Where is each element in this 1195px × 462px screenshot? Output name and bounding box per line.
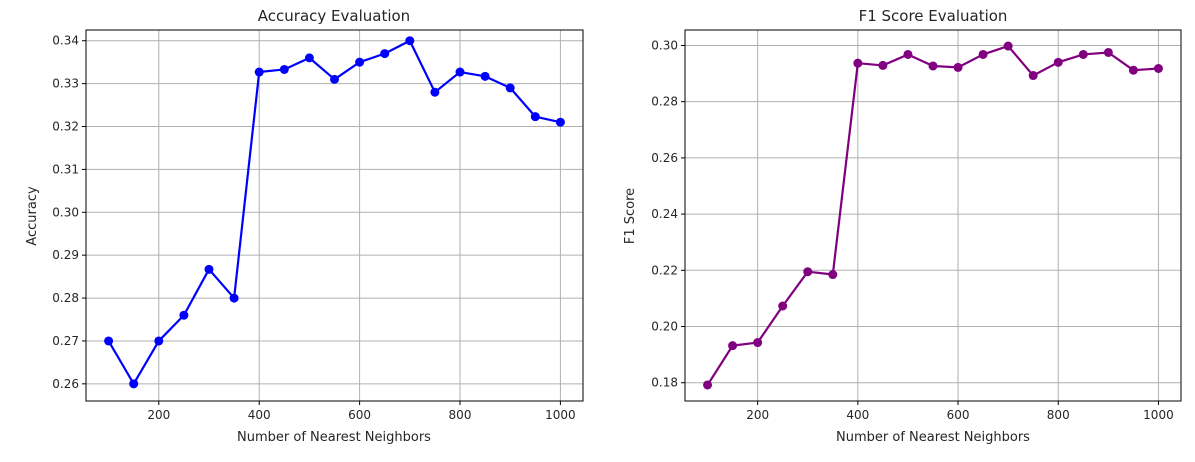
- accuracy-data-point: [154, 336, 163, 345]
- f1-y-tick-label: 0.26: [651, 151, 678, 165]
- f1-data-point: [903, 50, 912, 59]
- f1-score-chart: F1 Score Evaluation Number of Nearest Ne…: [623, 7, 1181, 445]
- accuracy-y-tick-label: 0.26: [52, 377, 79, 391]
- f1-x-tick-label: 800: [1047, 408, 1070, 422]
- f1-data-point: [954, 63, 963, 72]
- f1-data-point: [728, 341, 737, 350]
- accuracy-x-tick-label: 400: [248, 408, 271, 422]
- accuracy-data-point: [280, 65, 289, 74]
- f1-data-point: [1104, 48, 1113, 57]
- f1-data-point: [979, 50, 988, 59]
- accuracy-data-point: [355, 58, 364, 67]
- f1-x-tick-label: 1000: [1143, 408, 1174, 422]
- f1-y-tick-label: 0.18: [651, 376, 678, 390]
- accuracy-data-point: [405, 36, 414, 45]
- accuracy-x-tick-label: 1000: [545, 408, 576, 422]
- accuracy-y-tick-label: 0.33: [52, 77, 79, 91]
- f1-data-point: [1129, 66, 1138, 75]
- accuracy-y-tick-label: 0.32: [52, 120, 79, 134]
- accuracy-data-point: [305, 53, 314, 62]
- accuracy-y-tick-label: 0.27: [52, 334, 79, 348]
- accuracy-x-tick-label: 800: [449, 408, 472, 422]
- accuracy-x-axis-label: Number of Nearest Neighbors: [237, 430, 431, 445]
- f1-data-point: [1054, 58, 1063, 67]
- accuracy-data-point: [230, 294, 239, 303]
- f1-y-tick-label: 0.20: [651, 320, 678, 334]
- accuracy-data-point: [556, 118, 565, 127]
- accuracy-y-tick-label: 0.34: [52, 34, 79, 48]
- accuracy-data-point: [330, 75, 339, 84]
- f1-data-point: [853, 59, 862, 68]
- f1-x-tick-label: 200: [746, 408, 769, 422]
- accuracy-data-point: [481, 72, 490, 81]
- f1-y-tick-label: 0.22: [651, 263, 678, 277]
- f1-data-point: [828, 270, 837, 279]
- accuracy-chart: Accuracy Evaluation Number of Nearest Ne…: [25, 7, 583, 445]
- accuracy-data-point: [255, 68, 264, 77]
- f1-data-point: [1079, 50, 1088, 59]
- accuracy-data-point: [430, 88, 439, 97]
- f1-data-point: [1154, 64, 1163, 73]
- accuracy-chart-title: Accuracy Evaluation: [258, 7, 410, 25]
- accuracy-data-point: [129, 379, 138, 388]
- f1-x-axis-label: Number of Nearest Neighbors: [836, 430, 1030, 445]
- f1-y-axis-label: F1 Score: [623, 188, 638, 244]
- accuracy-x-tick-label: 200: [147, 408, 170, 422]
- f1-data-point: [703, 380, 712, 389]
- accuracy-y-tick-label: 0.29: [52, 248, 79, 262]
- f1-data-point: [778, 302, 787, 311]
- f1-chart-title: F1 Score Evaluation: [859, 7, 1008, 25]
- accuracy-data-point: [506, 83, 515, 92]
- accuracy-data-point: [204, 265, 213, 274]
- accuracy-data-point: [456, 68, 465, 77]
- accuracy-y-axis-label: Accuracy: [25, 186, 40, 246]
- accuracy-data-point: [104, 336, 113, 345]
- f1-x-tick-label: 600: [947, 408, 970, 422]
- accuracy-y-tick-label: 0.28: [52, 291, 79, 305]
- f1-x-tick-label: 400: [846, 408, 869, 422]
- accuracy-data-point: [380, 49, 389, 58]
- accuracy-y-tick-label: 0.30: [52, 205, 79, 219]
- f1-y-tick-label: 0.28: [651, 95, 678, 109]
- f1-data-point: [929, 61, 938, 70]
- f1-data-point: [1029, 71, 1038, 80]
- accuracy-x-tick-label: 600: [348, 408, 371, 422]
- f1-data-point: [753, 338, 762, 347]
- accuracy-y-tick-label: 0.31: [52, 162, 79, 176]
- f1-series-line: [708, 46, 1159, 385]
- f1-data-point: [803, 267, 812, 276]
- accuracy-data-point: [179, 311, 188, 320]
- f1-y-tick-label: 0.24: [651, 207, 678, 221]
- f1-data-point: [1004, 42, 1013, 51]
- f1-data-point: [878, 61, 887, 70]
- accuracy-data-point: [531, 112, 540, 121]
- f1-y-tick-label: 0.30: [651, 38, 678, 52]
